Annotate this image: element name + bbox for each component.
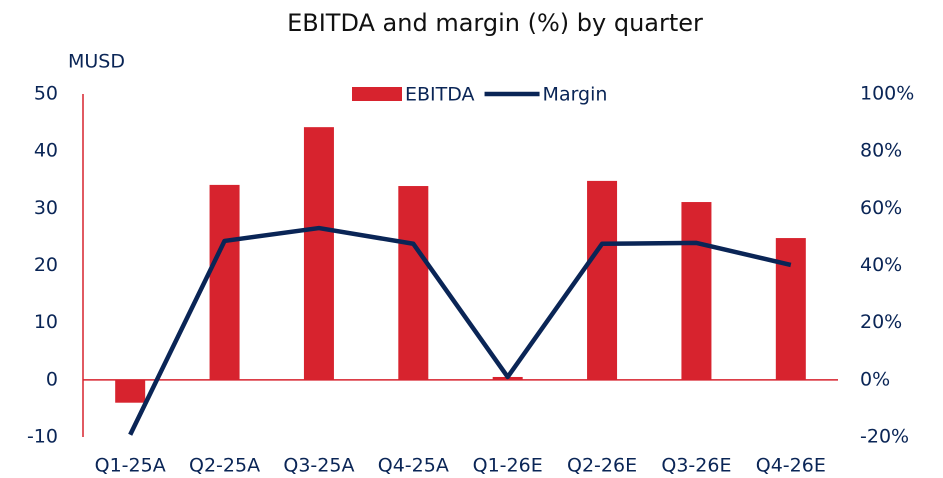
y2-tick-label: 20% bbox=[860, 311, 902, 333]
x-tick-label: Q4-26E bbox=[756, 455, 826, 477]
x-tick-label: Q1-26E bbox=[473, 455, 543, 477]
y2-tick-label: -20% bbox=[860, 426, 909, 448]
y-tick-label: -10 bbox=[27, 426, 58, 448]
bar bbox=[398, 186, 429, 380]
y-tick-label: 40 bbox=[34, 140, 58, 162]
bar bbox=[115, 379, 146, 403]
y2-tick-label: 100% bbox=[860, 83, 914, 105]
y-tick-label: 10 bbox=[34, 311, 58, 333]
line bbox=[128, 225, 792, 436]
y-tick-label: 0 bbox=[46, 368, 58, 390]
bar bbox=[209, 184, 240, 380]
x-tick-label: Q3-25A bbox=[283, 455, 354, 477]
y2-tick-label: 80% bbox=[860, 140, 902, 162]
y2-tick-label: 60% bbox=[860, 197, 902, 219]
y-tick-label: 20 bbox=[34, 254, 58, 276]
bar bbox=[775, 238, 806, 380]
chart-title: EBITDA and margin (%) by quarter bbox=[287, 9, 703, 37]
y-tick-label: 50 bbox=[34, 83, 58, 105]
x-tick-label: Q2-25A bbox=[189, 455, 260, 477]
bar bbox=[303, 127, 334, 380]
x-tick-label: Q2-26E bbox=[567, 455, 637, 477]
legend-swatch bbox=[352, 87, 402, 101]
y-tick-label: 30 bbox=[34, 197, 58, 219]
x-tick-label: Q4-25A bbox=[378, 455, 449, 477]
x-tick-label: Q1-25A bbox=[95, 455, 166, 477]
legend-label: EBITDA bbox=[405, 84, 475, 106]
legend-label: Margin bbox=[543, 84, 608, 106]
bar bbox=[681, 202, 712, 380]
y-axis-label: MUSD bbox=[68, 51, 125, 73]
y2-tick-label: 0% bbox=[860, 368, 890, 390]
y2-tick-label: 40% bbox=[860, 254, 902, 276]
x-tick-label: Q3-26E bbox=[661, 455, 731, 477]
bar bbox=[587, 180, 618, 380]
